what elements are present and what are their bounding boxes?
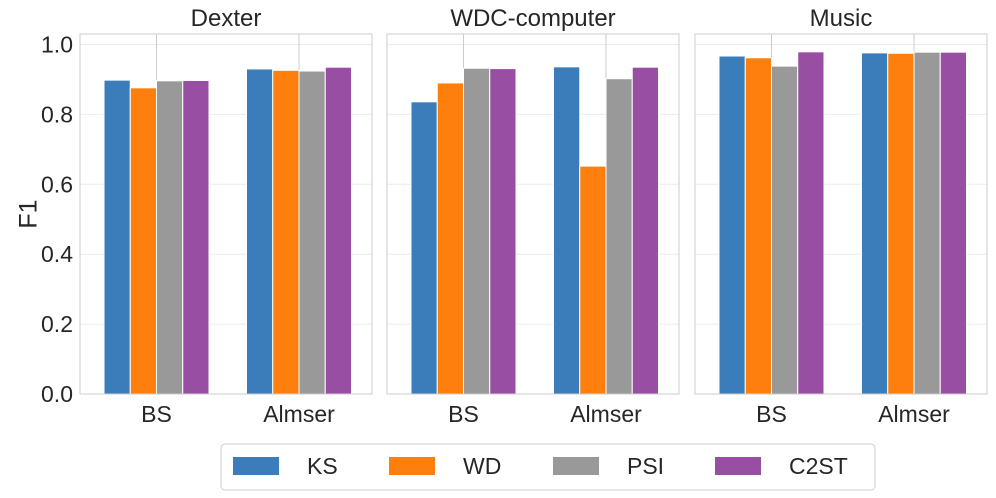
bar-wd-almser — [579, 165, 607, 395]
legend-label: KS — [307, 453, 338, 479]
bar-psi-bs — [463, 67, 491, 395]
legend-swatch — [233, 457, 279, 475]
bar-c2st-bs — [489, 68, 517, 395]
bar-c2st-almser — [939, 51, 967, 395]
bar-psi-almser — [605, 78, 633, 395]
legend-label: PSI — [627, 453, 664, 479]
legend-swatch — [389, 457, 435, 475]
y-tick-label: 1.0 — [41, 31, 73, 57]
bar-psi-bs — [156, 80, 184, 395]
panel-title: WDC-computer — [450, 5, 615, 32]
x-tick-label: Almser — [570, 401, 642, 427]
bar-c2st-bs — [797, 51, 825, 395]
bar-ks-almser — [861, 52, 889, 395]
bar-c2st-bs — [182, 79, 210, 395]
panel-frame — [694, 33, 988, 395]
panel-title: Dexter — [191, 5, 262, 32]
bar-wd-almser — [272, 69, 300, 395]
legend-item-psi: PSI — [553, 453, 664, 479]
legend-item-ks: KS — [233, 453, 338, 479]
legend-swatch — [715, 457, 761, 475]
legend-frame — [220, 443, 876, 491]
bar-ks-bs — [410, 101, 438, 395]
legend-item-c2st: C2ST — [715, 453, 848, 479]
bar-psi-almser — [913, 51, 941, 395]
y-axis-label: F1 — [15, 199, 43, 228]
bar-wd-bs — [744, 57, 773, 395]
bar-c2st-almser — [631, 66, 659, 395]
bar-ks-bs — [718, 55, 746, 395]
y-tick-label: 0.4 — [41, 241, 73, 267]
y-tick-label: 0.2 — [41, 311, 73, 337]
y-tick-label: 0.8 — [41, 101, 73, 127]
panel-title: Music — [810, 5, 873, 32]
x-tick-label: BS — [756, 401, 787, 427]
panel-dexter: BS Almser Dexter 0.0 0.2 0.4 0.6 0.8 1.0 — [41, 5, 373, 427]
bar-wd-almser — [887, 52, 915, 395]
y-tick-label: 0.6 — [41, 171, 73, 197]
bar-wd-bs — [129, 87, 158, 395]
bar-ks-almser — [553, 66, 581, 395]
legend-label: WD — [463, 453, 501, 479]
y-tick-label: 0.0 — [41, 381, 73, 407]
x-tick-label: Almser — [878, 401, 950, 427]
panel-wdc-computer: BS Almser WDC-computer — [386, 5, 680, 427]
bar-ks-almser — [246, 68, 274, 395]
bar-psi-bs — [771, 65, 799, 395]
legend: KS WD PSI C2ST — [220, 443, 876, 491]
x-tick-label: BS — [448, 401, 479, 427]
bar-ks-bs — [103, 79, 131, 395]
legend-swatch — [553, 457, 599, 475]
panel-frame — [79, 33, 373, 395]
bar-c2st-almser — [324, 66, 352, 395]
x-tick-label: Almser — [263, 401, 335, 427]
bar-psi-almser — [298, 70, 326, 395]
legend-label: C2ST — [789, 453, 848, 479]
bar-wd-bs — [436, 82, 465, 395]
x-tick-label: BS — [141, 401, 172, 427]
panel-music: BS Almser Music — [694, 5, 988, 427]
panel-frame — [386, 33, 680, 395]
legend-item-wd: WD — [389, 453, 501, 479]
